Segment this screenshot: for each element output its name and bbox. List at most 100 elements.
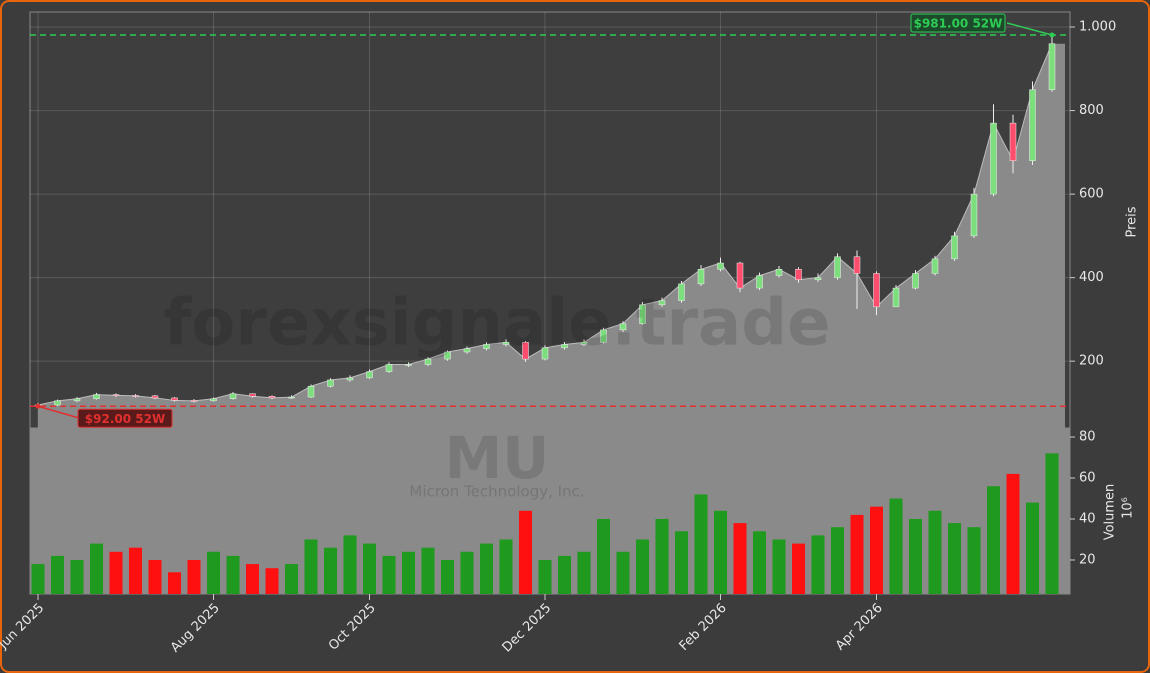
- volume-bar: [363, 543, 376, 594]
- volume-bar: [382, 555, 396, 594]
- volume-bar: [51, 555, 64, 594]
- candle-body: [93, 394, 100, 400]
- candle-body: [775, 269, 783, 276]
- candle-body: [132, 395, 139, 397]
- candle-body: [366, 371, 373, 379]
- candle-body: [268, 396, 276, 399]
- candle-body: [424, 358, 432, 365]
- candle-body: [210, 398, 217, 402]
- volume-bar: [402, 551, 415, 594]
- volume-bar: [109, 551, 123, 594]
- candle-body: [834, 256, 841, 278]
- volume-bar: [870, 506, 883, 594]
- candle-body: [580, 342, 588, 345]
- volume-bar: [928, 510, 942, 594]
- candle-body: [1009, 122, 1017, 161]
- candle-body: [756, 275, 763, 289]
- y-tick-label: 1.000: [1079, 20, 1116, 35]
- volume-axis-label: Volumen: [1103, 484, 1118, 541]
- y-tick-label: 600: [1079, 187, 1104, 202]
- volume-bar: [1045, 453, 1059, 594]
- volume-bar: [694, 494, 708, 594]
- candle-body: [541, 347, 549, 360]
- candle-body: [795, 269, 802, 280]
- candle-body: [288, 396, 295, 399]
- volume-bar: [714, 510, 727, 594]
- volume-bar: [597, 518, 610, 594]
- volume-y-tick-label: 20: [1079, 552, 1096, 567]
- symbol-watermark: MU: [445, 424, 550, 492]
- candle-body: [112, 394, 120, 396]
- volume-bar: [246, 564, 259, 594]
- volume-bar: [675, 531, 688, 594]
- candle-body: [853, 256, 861, 274]
- annotation-label: $981.00 52W: [914, 16, 1003, 30]
- candle-body: [678, 283, 685, 301]
- candle-body: [444, 351, 451, 360]
- candle-body: [171, 397, 178, 401]
- candle-body: [892, 287, 900, 308]
- annotation-box: [910, 13, 1006, 33]
- candle-body: [346, 377, 354, 381]
- volume-bar: [1026, 502, 1039, 594]
- volume-bar: [655, 518, 669, 594]
- volume-bar: [265, 568, 279, 594]
- candle-body: [502, 342, 510, 345]
- volume-bar: [558, 555, 571, 594]
- price-area: [38, 43, 1065, 428]
- y-axis-label: Preis: [1125, 206, 1140, 237]
- volume-bar: [1006, 473, 1020, 594]
- volume-unit: 10⁶: [1121, 497, 1136, 519]
- candle-body: [327, 379, 334, 387]
- volume-bar: [90, 543, 103, 594]
- candle-body: [190, 400, 198, 402]
- volume-y-tick-label: 40: [1079, 511, 1096, 526]
- candle-body: [54, 400, 61, 406]
- watermark: forexsignale.trade: [164, 287, 831, 361]
- candle-body: [249, 393, 256, 397]
- candle-body: [229, 393, 237, 400]
- candle-body: [151, 395, 159, 399]
- candle-body: [951, 235, 958, 260]
- volume-bar: [441, 559, 454, 594]
- volume-bar: [519, 510, 532, 594]
- y-tick-label: 400: [1079, 270, 1104, 285]
- volume-bar: [831, 527, 844, 594]
- candle-body: [522, 342, 529, 360]
- volume-y-tick-label: 80: [1079, 430, 1096, 445]
- volume-bar: [753, 531, 766, 594]
- candle-body: [873, 273, 880, 308]
- volume-bar: [460, 551, 474, 594]
- annotation-box: [77, 408, 173, 428]
- candle-body: [463, 348, 471, 353]
- candle-body: [814, 277, 822, 280]
- volume-bar: [480, 543, 493, 594]
- candle-body: [385, 364, 393, 372]
- candle-body: [600, 329, 607, 343]
- volume-bar: [129, 547, 142, 594]
- volume-bar: [168, 572, 181, 594]
- volume-bar: [304, 539, 318, 594]
- annotation-label: $92.00 52W: [85, 412, 165, 426]
- candle-body: [1029, 89, 1036, 161]
- volume-bar: [733, 523, 747, 594]
- candle-body: [619, 323, 627, 331]
- volume-bar: [967, 527, 981, 594]
- volume-bar: [792, 543, 805, 594]
- candle-body: [307, 385, 315, 398]
- candle-body: [931, 258, 939, 274]
- volume-bar: [187, 559, 201, 594]
- volume-bar: [285, 564, 298, 594]
- volume-bar: [772, 539, 786, 594]
- candle-body: [405, 364, 412, 366]
- candle-body: [483, 344, 490, 349]
- volume-bar: [948, 523, 961, 594]
- candle-body: [697, 269, 705, 285]
- candle-body: [73, 398, 81, 402]
- volume-bar: [616, 551, 630, 594]
- y-tick-label: 200: [1079, 354, 1104, 369]
- volume-bar: [421, 547, 435, 594]
- annotation-point: [1049, 32, 1055, 38]
- volume-bar: [909, 518, 922, 594]
